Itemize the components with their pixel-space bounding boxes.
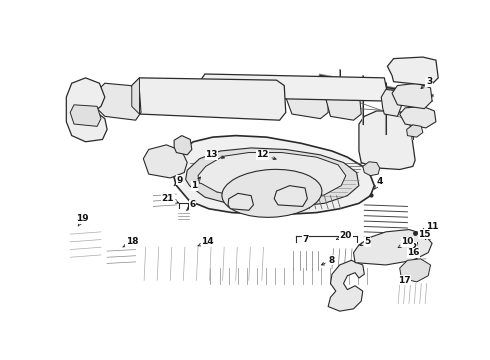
Polygon shape xyxy=(359,111,415,170)
Text: 15: 15 xyxy=(418,230,431,239)
Text: 6: 6 xyxy=(187,201,196,210)
Polygon shape xyxy=(326,93,361,120)
Polygon shape xyxy=(198,153,346,199)
Text: 13: 13 xyxy=(205,150,224,159)
Text: 1: 1 xyxy=(191,177,200,190)
Polygon shape xyxy=(174,136,192,155)
Text: 3: 3 xyxy=(421,77,432,89)
Polygon shape xyxy=(172,136,374,214)
Text: 16: 16 xyxy=(408,248,420,258)
Text: 8: 8 xyxy=(321,256,334,265)
Polygon shape xyxy=(274,186,307,206)
Text: 7: 7 xyxy=(302,235,309,244)
Polygon shape xyxy=(97,83,141,120)
Text: 19: 19 xyxy=(76,214,89,226)
Polygon shape xyxy=(186,148,359,206)
Polygon shape xyxy=(132,78,140,114)
Polygon shape xyxy=(400,106,436,128)
Text: 18: 18 xyxy=(122,237,138,247)
Text: 4: 4 xyxy=(375,177,383,189)
Polygon shape xyxy=(228,193,253,210)
Text: 9: 9 xyxy=(174,176,183,186)
Polygon shape xyxy=(66,78,107,142)
Text: 20: 20 xyxy=(337,231,352,240)
Text: 2: 2 xyxy=(411,243,417,252)
Polygon shape xyxy=(132,78,286,120)
Text: 14: 14 xyxy=(198,237,214,246)
Polygon shape xyxy=(328,260,365,311)
Polygon shape xyxy=(354,230,432,265)
Polygon shape xyxy=(400,259,431,282)
Polygon shape xyxy=(199,74,388,101)
Polygon shape xyxy=(286,91,328,119)
Text: 5: 5 xyxy=(360,237,370,246)
Ellipse shape xyxy=(222,169,322,217)
Text: 21: 21 xyxy=(162,194,179,203)
Text: 11: 11 xyxy=(422,222,439,231)
Text: 10: 10 xyxy=(398,237,414,248)
Polygon shape xyxy=(392,83,432,109)
Polygon shape xyxy=(143,145,187,178)
Text: 17: 17 xyxy=(398,276,411,285)
Polygon shape xyxy=(363,162,380,176)
Text: 12: 12 xyxy=(256,150,276,159)
Polygon shape xyxy=(388,57,438,86)
Polygon shape xyxy=(381,89,401,116)
Polygon shape xyxy=(70,105,101,126)
Polygon shape xyxy=(407,125,423,137)
